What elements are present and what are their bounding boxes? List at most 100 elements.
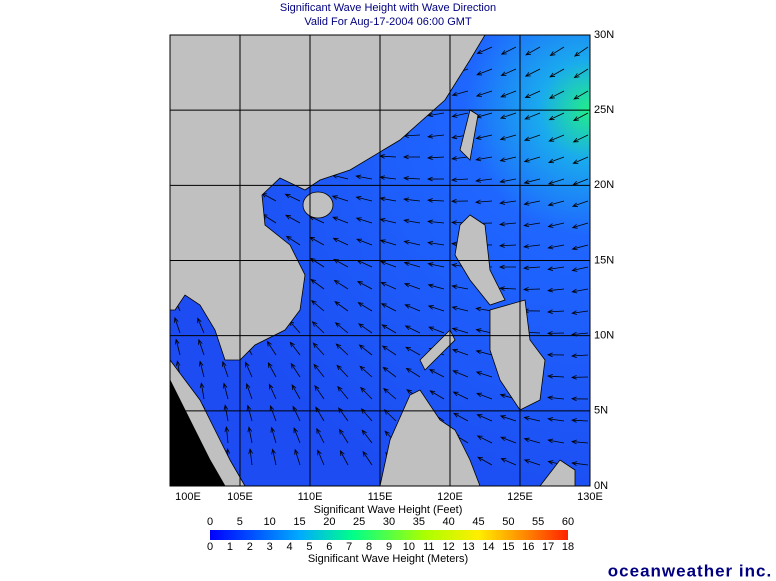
arrow [453,412,469,422]
arrow [403,240,421,246]
arrow [290,362,301,378]
arrow [356,281,373,290]
arrow [292,405,301,422]
arrow [245,361,253,378]
arrow [316,427,325,444]
arrow [523,200,541,206]
arrow [451,327,469,334]
arrow [284,193,301,202]
arrow [339,450,349,466]
arrow [358,344,373,356]
map-border [169,34,591,487]
arrow [317,449,325,466]
arrow [451,284,469,290]
arrow [293,427,301,444]
arrow [269,405,277,422]
arrow [333,279,349,290]
arrow [475,134,493,140]
arrow [548,112,565,121]
arrow [246,404,253,422]
arrow [522,287,541,292]
arrow [498,286,517,291]
arrow [523,222,541,228]
arrow [573,68,589,79]
meters-tick: 1 [227,541,233,553]
arrow [403,218,421,224]
arrow [362,450,373,466]
arrow [570,374,589,380]
lat-label: 10N [594,330,614,342]
title: Significant Wave Height with Wave Direct… [280,2,496,14]
arrow [271,448,277,466]
arrow [571,461,589,466]
feet-tick: 30 [383,516,395,528]
lon-label: 105E [227,491,253,503]
arrow [523,265,541,271]
arrow [309,257,325,268]
arrow [381,345,397,356]
arrow [498,264,517,270]
arrow [310,278,325,290]
arrow [427,240,445,246]
arrow [475,90,493,97]
arrow [476,414,493,422]
arrow [572,134,589,143]
arrow [452,391,469,400]
arrow [334,301,349,312]
arrow [380,303,397,312]
arrow [247,426,253,444]
arrow [312,342,325,356]
arrow [499,134,517,141]
arrow [355,195,373,202]
arrow [548,134,565,142]
arrow [571,353,589,359]
arrow [380,260,397,268]
meters-tick: 0 [207,541,213,553]
arrow [335,343,349,356]
arrow [450,198,469,204]
arrow [360,386,373,400]
arrow [428,369,445,378]
arrow [475,328,493,334]
meters-tick: 5 [306,541,312,553]
arrow [570,396,589,402]
arrow [546,330,565,336]
arrow [222,360,229,378]
arrow [248,448,253,466]
meters-tick: 13 [462,541,474,553]
arrow [475,349,493,356]
arrow [403,176,421,181]
meters-tick: 12 [443,541,455,553]
arrow [338,428,349,444]
lon-label: 130E [577,491,603,503]
arrow [403,197,421,202]
arrow [548,90,565,99]
arrow [571,288,589,294]
meters-tick: 15 [502,541,514,553]
arrow [573,90,589,100]
arrow [547,395,565,401]
arrow [314,384,325,400]
meters-tick: 17 [542,541,554,553]
arrow [361,429,373,444]
arrow [500,90,517,98]
arrow [475,156,493,162]
arrow [427,133,445,139]
lat-label: 25N [594,104,614,116]
arrow [573,46,589,57]
arrow [427,262,445,268]
arrow [451,112,469,118]
arrow [336,364,349,378]
meters-tick: 7 [346,541,352,553]
feet-tick: 45 [472,516,484,528]
meters-tick: 18 [562,541,574,553]
colorbar [210,530,568,540]
arrow [451,348,469,356]
arrow [294,448,301,466]
arrow [332,237,349,246]
arrow [475,371,493,378]
arrow [548,156,565,164]
arrow [477,456,493,466]
arrow [572,112,589,121]
arrow [379,239,397,246]
